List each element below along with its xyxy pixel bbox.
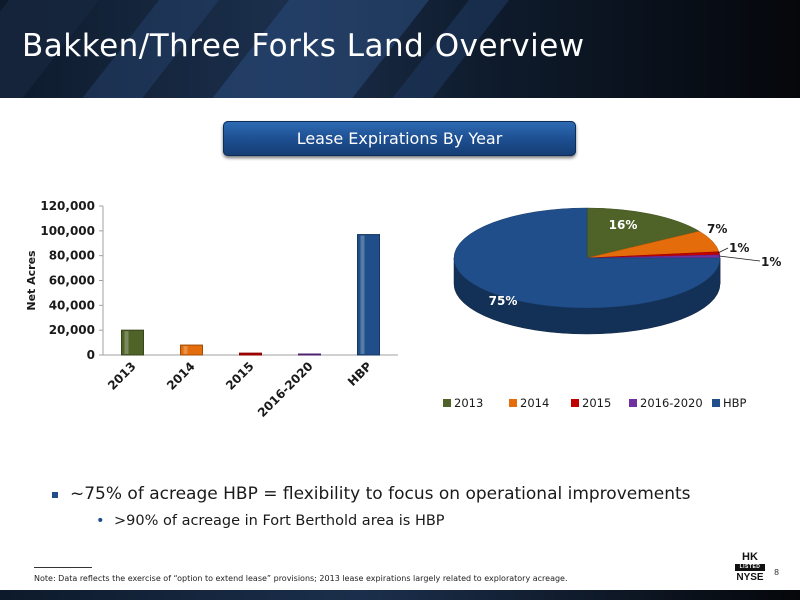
pie-data-label: 7% — [707, 222, 727, 236]
y-tick-label: 120,000 — [40, 199, 95, 213]
legend-label: 2013 — [454, 396, 483, 410]
x-tick-label: HBP — [345, 359, 375, 389]
y-tick-label: 80,000 — [49, 249, 95, 263]
legend-item-2013: 2013 — [443, 396, 483, 410]
y-tick-label: 40,000 — [49, 298, 95, 312]
pie-data-label: 1% — [761, 255, 781, 269]
pie-slice-hbp — [453, 207, 721, 309]
sub-bullet-item: • >90% of acreage in Fort Berthold area … — [52, 513, 772, 529]
bar-chart: 0 20,000 40,000 60,000 80,000 100,000 120,000 N… — [25, 199, 398, 420]
logo-nyse-text: NYSE — [736, 572, 764, 583]
legend-item-2016-2020: 2016-2020 — [629, 396, 703, 410]
pie-leader-line — [718, 255, 761, 262]
sub-bullet-text: >90% of acreage in Fort Berthold area is… — [114, 513, 445, 529]
bar-body — [357, 234, 380, 356]
legend-label: 2014 — [520, 396, 549, 410]
x-tick-label: 2016-2020 — [255, 359, 316, 420]
pie-data-label: 16% — [609, 218, 638, 232]
legend-swatch — [571, 399, 579, 407]
dot-bullet-icon: • — [96, 513, 105, 529]
footnote: Note: Data reflects the exercise of “opt… — [34, 574, 568, 583]
legend-swatch — [712, 399, 720, 407]
x-tick-label: 2013 — [105, 359, 139, 393]
chart-header-box: Lease Expirations By Year — [223, 121, 576, 156]
bar-2014 — [180, 344, 203, 356]
bar-body — [239, 352, 262, 356]
bar-hbp — [357, 234, 380, 356]
y-tick-label: 60,000 — [49, 274, 95, 288]
y-tick-label: 100,000 — [40, 224, 95, 238]
bullet-list: ~75% of acreage HBP = flexibility to foc… — [52, 484, 772, 529]
bar-body — [121, 329, 144, 356]
slide-title: Bakken/Three Forks Land Overview — [22, 28, 585, 64]
pie-slice-2013 — [586, 207, 700, 259]
bar-body — [180, 344, 203, 356]
bar-2013 — [121, 329, 144, 356]
legend-item-hbp: HBP — [712, 396, 747, 410]
legend-swatch — [443, 399, 451, 407]
x-tick-label: 2014 — [164, 359, 198, 393]
bullet-item: ~75% of acreage HBP = flexibility to foc… — [52, 484, 772, 504]
footnote-divider — [34, 567, 92, 568]
logo-listed-text: LISTED — [735, 564, 765, 571]
legend-item-2015: 2015 — [571, 396, 611, 410]
legend-swatch — [629, 399, 637, 407]
bar-2016-2020 — [298, 353, 321, 356]
y-tick-label: 0 — [87, 348, 95, 362]
y-axis-label: Net Acres — [25, 250, 38, 311]
bar-highlight — [124, 331, 129, 354]
pie-data-label: 75% — [489, 294, 518, 308]
bar-body — [298, 353, 321, 356]
slide-header: Bakken/Three Forks Land Overview — [0, 0, 800, 98]
bottom-bar — [0, 590, 800, 600]
legend-swatch — [509, 399, 517, 407]
bar-highlight — [183, 346, 188, 354]
y-tick-label: 20,000 — [49, 323, 95, 337]
legend-label: 2016-2020 — [640, 396, 703, 410]
x-tick-label: 2015 — [223, 359, 257, 393]
pie-leader-line — [717, 247, 729, 254]
legend-label: 2015 — [582, 396, 611, 410]
legend-label: HBP — [723, 396, 747, 410]
page-number: 8 — [774, 568, 780, 577]
pie-chart: 16% 7%1%1%75% 2013 2014 2015 2016-2020 HBP — [443, 207, 781, 410]
hk-nyse-logo: HK LISTED NYSE — [733, 551, 767, 583]
bar-highlight — [360, 235, 365, 354]
logo-hk-text: HK — [742, 551, 758, 563]
bar-2015 — [239, 352, 262, 356]
bullet-text: ~75% of acreage HBP = flexibility to foc… — [70, 484, 691, 504]
legend-item-2014: 2014 — [509, 396, 549, 410]
pie-data-label: 1% — [729, 241, 749, 255]
square-bullet-icon — [52, 492, 58, 498]
